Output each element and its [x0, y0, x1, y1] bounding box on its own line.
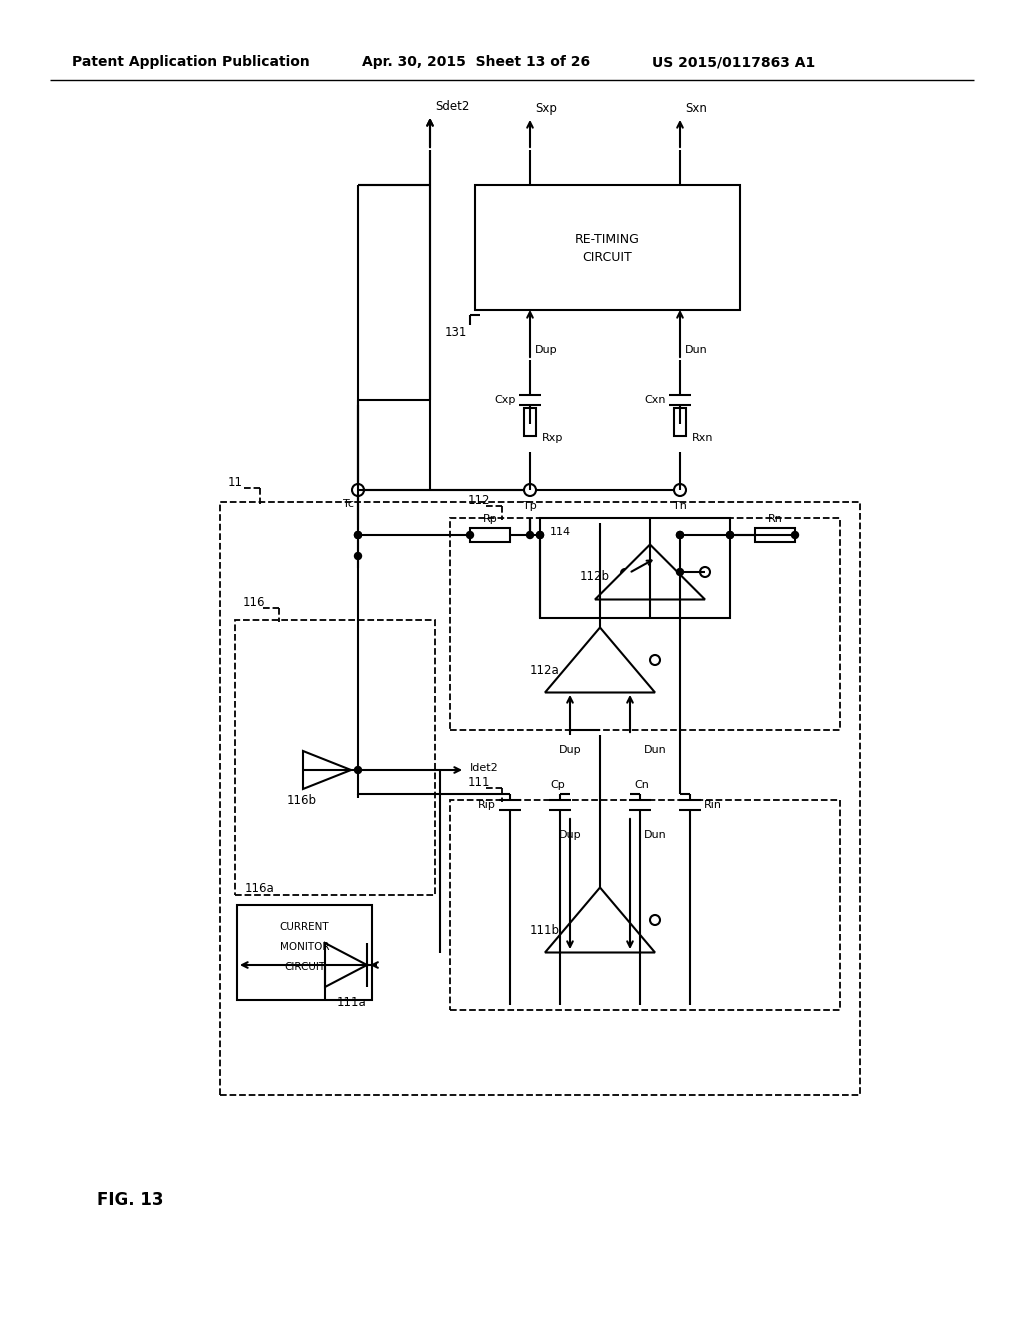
Text: Idet2: Idet2 [470, 763, 499, 774]
Text: Tp: Tp [523, 502, 537, 511]
Bar [450, 800, 840, 1010]
Text: Apr. 30, 2015  Sheet 13 of 26: Apr. 30, 2015 Sheet 13 of 26 [362, 55, 590, 69]
Bar [524, 408, 536, 436]
Circle shape [354, 532, 361, 539]
Text: Cxn: Cxn [644, 395, 666, 405]
Circle shape [537, 532, 544, 539]
Bar [234, 620, 435, 895]
Text: Tn: Tn [673, 502, 687, 511]
Text: CURRENT: CURRENT [280, 921, 330, 932]
Circle shape [354, 767, 361, 774]
Text: CIRCUIT: CIRCUIT [284, 962, 325, 972]
Bar [470, 528, 510, 543]
Circle shape [467, 532, 473, 539]
Bar [475, 185, 740, 310]
Text: 116: 116 [243, 595, 265, 609]
Text: Dun: Dun [685, 345, 708, 355]
Text: Cp: Cp [551, 780, 565, 789]
Text: Dup: Dup [559, 744, 582, 755]
Text: RE-TIMING: RE-TIMING [575, 234, 640, 246]
Circle shape [792, 532, 799, 539]
Bar [540, 517, 730, 618]
Text: US 2015/0117863 A1: US 2015/0117863 A1 [652, 55, 815, 69]
Circle shape [726, 532, 733, 539]
Bar [450, 517, 840, 730]
Circle shape [677, 569, 683, 576]
Polygon shape [545, 627, 655, 693]
Text: 116a: 116a [245, 883, 274, 895]
Circle shape [677, 532, 683, 539]
Text: Dun: Dun [644, 830, 667, 840]
Text: 112: 112 [468, 494, 490, 507]
Circle shape [537, 532, 544, 539]
Polygon shape [303, 751, 351, 789]
Text: Rxp: Rxp [542, 433, 563, 444]
Polygon shape [545, 887, 655, 953]
Text: Sxn: Sxn [685, 102, 707, 115]
Text: CIRCUIT: CIRCUIT [583, 251, 633, 264]
Text: Sxp: Sxp [535, 102, 557, 115]
Text: 11: 11 [228, 475, 243, 488]
Text: 114: 114 [550, 527, 571, 537]
Text: Dup: Dup [535, 345, 558, 355]
Text: Rip: Rip [478, 800, 496, 810]
Circle shape [354, 553, 361, 560]
Text: Dun: Dun [644, 744, 667, 755]
Text: Rin: Rin [705, 800, 722, 810]
Text: 131: 131 [444, 326, 467, 338]
Text: Rn: Rn [768, 513, 782, 524]
Text: FIG. 13: FIG. 13 [96, 1191, 163, 1209]
Text: Tc: Tc [343, 499, 354, 510]
Text: MONITOR: MONITOR [280, 942, 330, 952]
Text: Dup: Dup [559, 830, 582, 840]
Circle shape [354, 532, 361, 539]
Circle shape [677, 532, 683, 539]
Circle shape [526, 532, 534, 539]
Text: 116b: 116b [287, 793, 317, 807]
Bar [755, 528, 795, 543]
Polygon shape [595, 544, 705, 599]
Text: Cxp: Cxp [495, 395, 516, 405]
Text: Sdet2: Sdet2 [435, 100, 469, 114]
Polygon shape [325, 942, 367, 987]
Bar [220, 502, 860, 1096]
Text: Cn: Cn [635, 780, 649, 789]
Text: Patent Application Publication: Patent Application Publication [72, 55, 309, 69]
Text: 111a: 111a [337, 997, 367, 1010]
Text: 111: 111 [468, 776, 490, 788]
Text: 111b: 111b [530, 924, 560, 936]
Text: 112b: 112b [580, 570, 610, 583]
Circle shape [726, 532, 733, 539]
Text: Rxn: Rxn [692, 433, 714, 444]
Text: Rp: Rp [482, 513, 498, 524]
Bar [674, 408, 686, 436]
Text: 112a: 112a [530, 664, 560, 676]
Bar [237, 906, 372, 1001]
